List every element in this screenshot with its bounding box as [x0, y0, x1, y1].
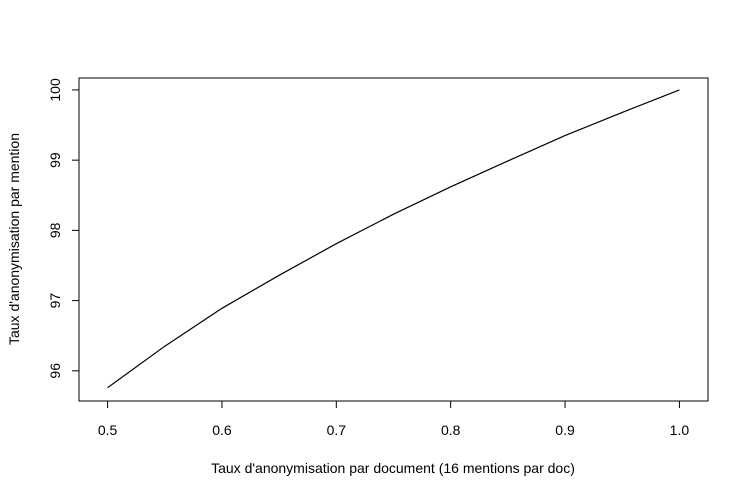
data-layer — [107, 89, 680, 389]
x-tick-label: 0.5 — [98, 422, 118, 438]
x-tick-label: 1.0 — [670, 422, 690, 438]
y-axis-label: Taux d'anonymisation par mention — [6, 133, 22, 345]
x-tick-label: 0.8 — [441, 422, 461, 438]
y-tick-label: 96 — [47, 363, 63, 379]
series-line — [107, 89, 680, 389]
x-axis-label: Taux d'anonymisation par document (16 me… — [211, 460, 575, 476]
x-tick-label: 0.7 — [327, 422, 347, 438]
y-axis: 96 97 98 99 100 — [47, 78, 80, 379]
x-tick-label: 0.9 — [555, 422, 575, 438]
y-tick-label: 100 — [47, 78, 63, 102]
plot-frame — [78, 77, 709, 402]
y-tick-label: 98 — [47, 222, 63, 238]
x-tick-label: 0.6 — [212, 422, 232, 438]
y-tick-label: 99 — [47, 152, 63, 168]
x-axis: 0.5 0.6 0.7 0.8 0.9 1.0 — [98, 400, 690, 438]
y-tick-label: 97 — [47, 293, 63, 309]
